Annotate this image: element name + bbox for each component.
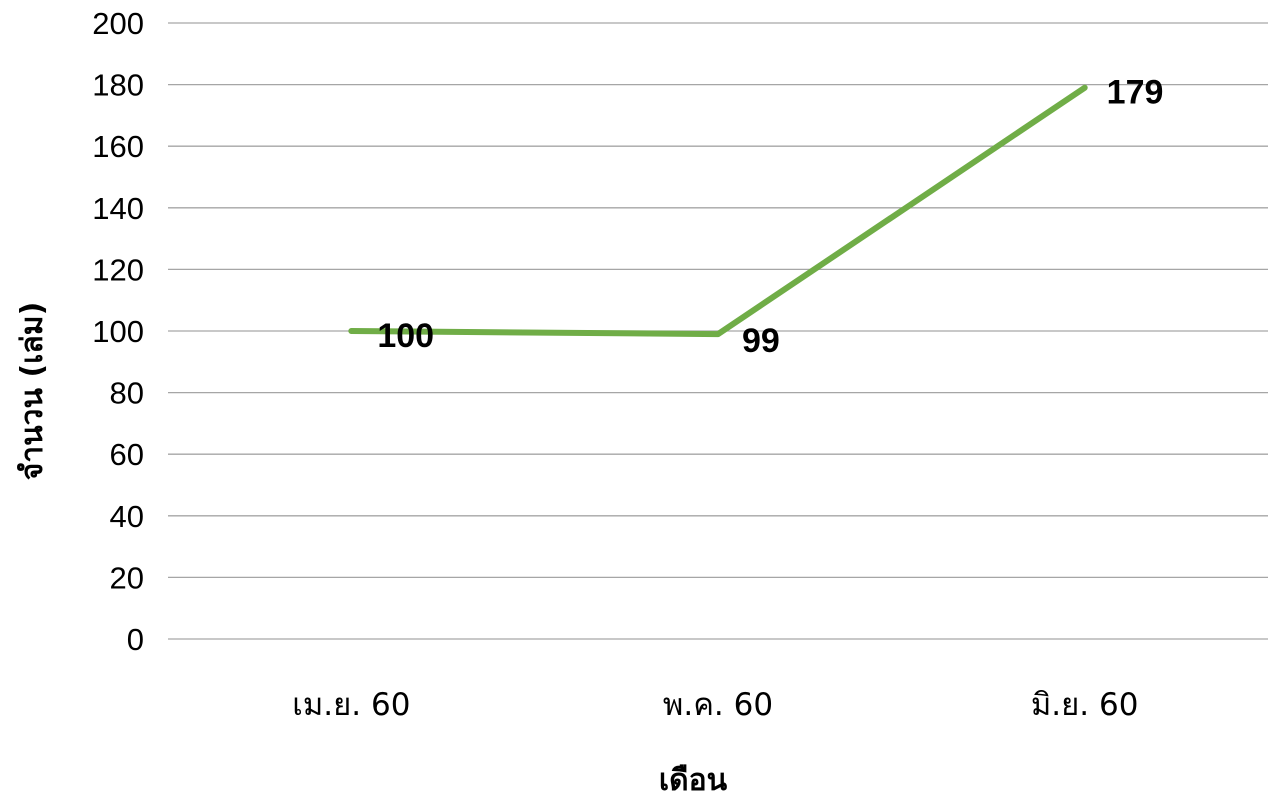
- y-tick-label: 80: [110, 376, 144, 411]
- data-label: 99: [742, 322, 780, 360]
- y-tick-label: 160: [92, 129, 144, 164]
- x-axis-title: เดือน: [659, 763, 728, 797]
- y-axis-title: จำนวน (เล่ม): [15, 302, 50, 481]
- x-tick-label: มิ.ย. 60: [1031, 687, 1139, 723]
- x-tick-label: พ.ค. 60: [663, 687, 773, 723]
- y-tick-label: 200: [92, 6, 144, 41]
- series-layer: [348, 84, 1088, 338]
- data-labels: 100 99 179: [377, 74, 1163, 360]
- y-tick-label: 20: [110, 560, 144, 595]
- x-tick-label: เม.ย. 60: [292, 687, 410, 723]
- gridlines: [168, 22, 1268, 579]
- y-axis-tick-labels: 0 20 40 60 80 100 120 140 160 180 200: [92, 6, 144, 657]
- series-line: [348, 84, 1088, 338]
- y-tick-label: 120: [92, 252, 144, 287]
- y-tick-label: 40: [110, 499, 144, 534]
- data-label: 100: [377, 317, 434, 355]
- y-tick-label: 140: [92, 191, 144, 226]
- y-tick-label: 60: [110, 437, 144, 472]
- x-axis-tick-labels: เม.ย. 60 พ.ค. 60 มิ.ย. 60: [292, 687, 1138, 723]
- data-label: 179: [1107, 74, 1164, 112]
- y-tick-label: 180: [92, 68, 144, 103]
- y-tick-label: 0: [127, 622, 144, 657]
- y-tick-label: 100: [92, 314, 144, 349]
